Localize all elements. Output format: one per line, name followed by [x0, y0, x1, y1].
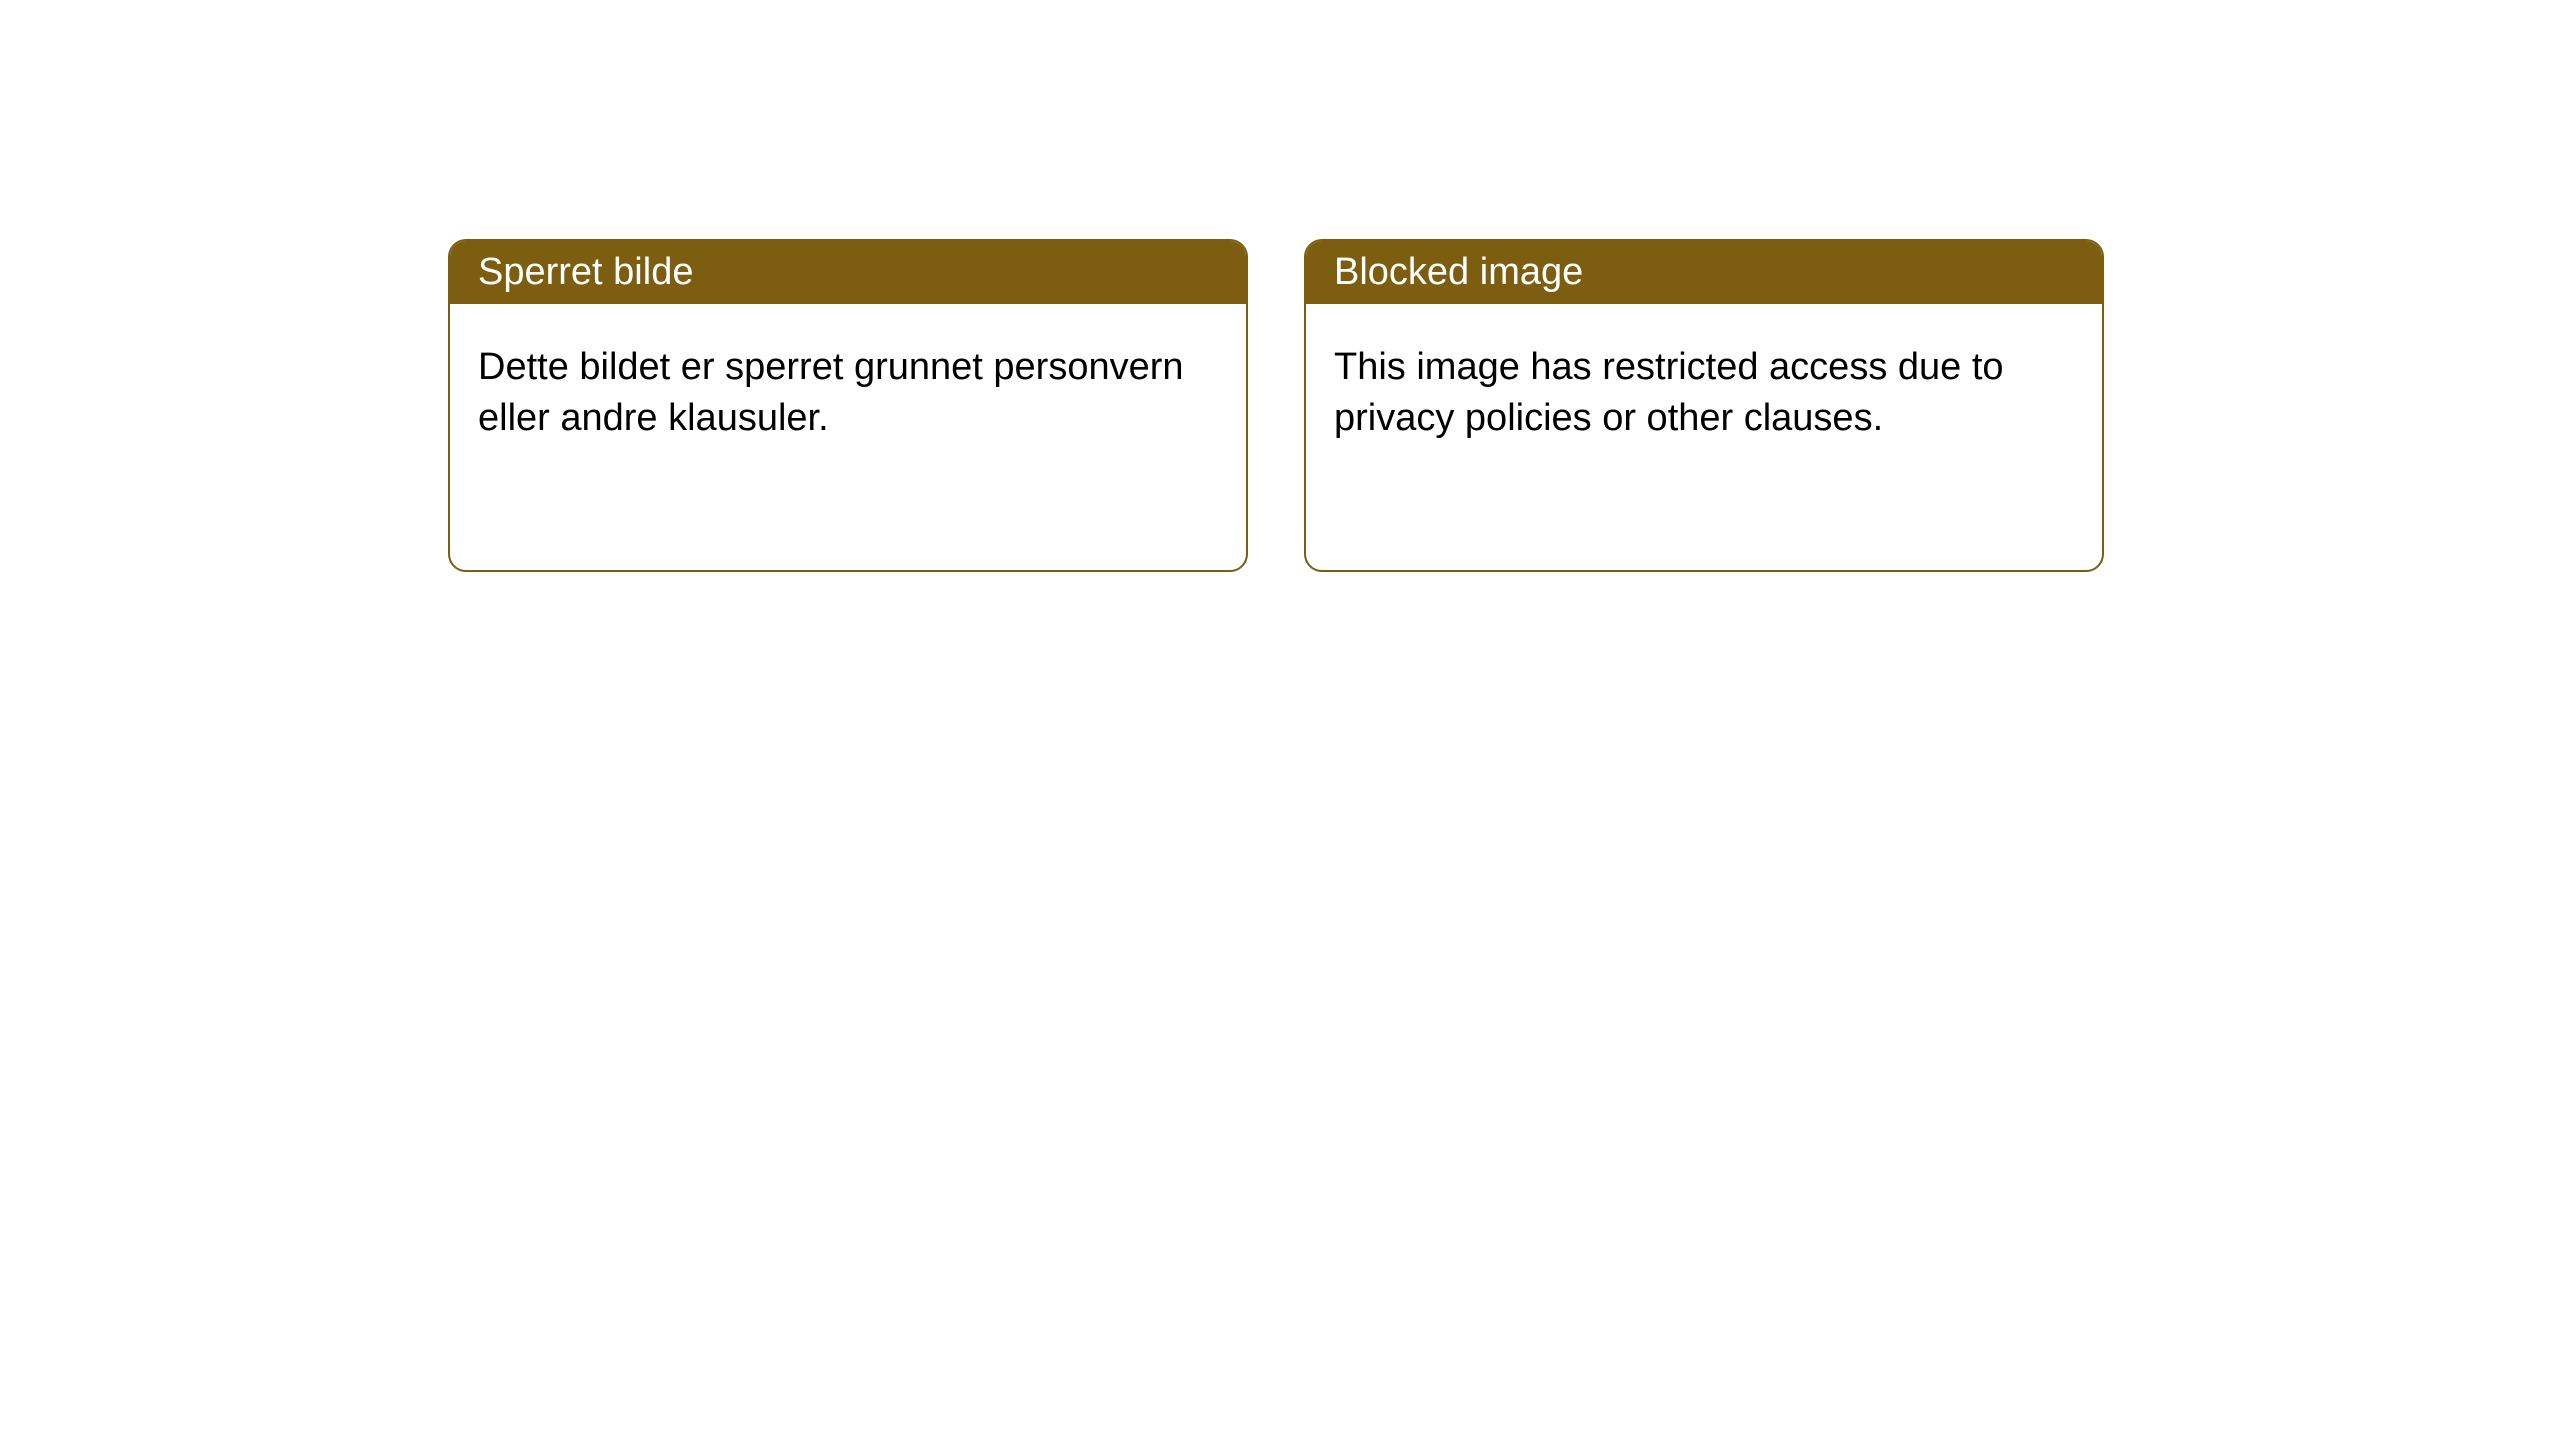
notice-card-no: Sperret bilde Dette bildet er sperret gr… [448, 239, 1248, 572]
notice-title-no: Sperret bilde [450, 241, 1246, 304]
notice-container: Sperret bilde Dette bildet er sperret gr… [448, 239, 2104, 572]
notice-body-no: Dette bildet er sperret grunnet personve… [450, 304, 1246, 483]
notice-card-en: Blocked image This image has restricted … [1304, 239, 2104, 572]
notice-title-en: Blocked image [1306, 241, 2102, 304]
notice-body-en: This image has restricted access due to … [1306, 304, 2102, 483]
